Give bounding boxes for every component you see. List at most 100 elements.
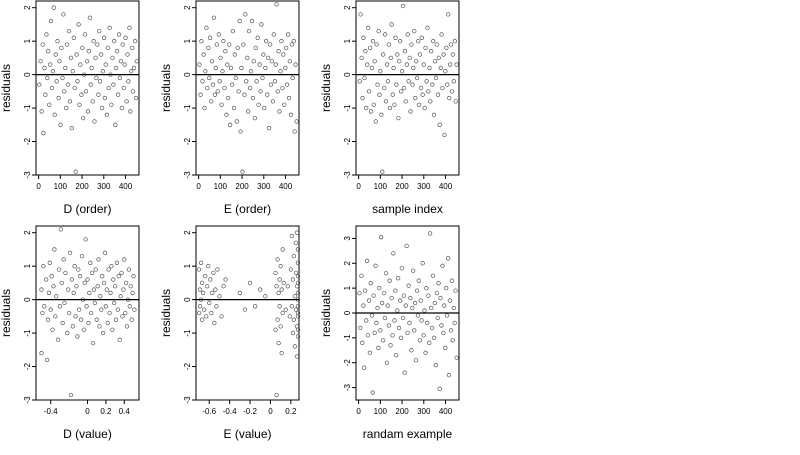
- y-tick-label: 3: [343, 236, 352, 241]
- x-tick-label: 0: [356, 407, 361, 416]
- data-point: [268, 82, 274, 87]
- data-point: [373, 263, 378, 268]
- data-point: [427, 340, 432, 345]
- data-point: [252, 115, 258, 121]
- data-point: [382, 32, 388, 37]
- data-point: [360, 340, 365, 345]
- data-point: [100, 69, 106, 74]
- data-point: [259, 22, 264, 27]
- data-point: [401, 85, 407, 91]
- data-point: [105, 45, 110, 50]
- y-tick-label: -3: [343, 383, 352, 391]
- y-tick-label: 2: [23, 230, 32, 235]
- data-point: [70, 69, 75, 74]
- data-point: [395, 308, 400, 313]
- data-point: [396, 325, 402, 331]
- data-point: [454, 62, 459, 67]
- chart-panel-1: 0 100 200 300 400 -3 -2 -1 0 1 2 D (order) residuals: [0, 0, 140, 216]
- data-point: [278, 264, 283, 269]
- data-point: [215, 89, 220, 94]
- data-point: [63, 65, 68, 71]
- data-point: [128, 284, 133, 289]
- data-point: [78, 62, 83, 67]
- data-point: [75, 334, 80, 339]
- data-point: [393, 35, 398, 40]
- data-point: [448, 42, 454, 47]
- x-tick-label: 0.2: [285, 407, 297, 416]
- data-point: [360, 95, 365, 101]
- data-point: [439, 323, 444, 328]
- data-point: [85, 109, 91, 114]
- data-point: [100, 274, 105, 279]
- data-point: [295, 310, 301, 316]
- data-point: [293, 62, 298, 67]
- data-point: [358, 12, 363, 17]
- data-point: [72, 85, 77, 91]
- data-point: [445, 82, 450, 87]
- data-point: [359, 273, 364, 278]
- data-point: [434, 290, 439, 296]
- data-point: [436, 55, 441, 61]
- data-point: [383, 99, 389, 104]
- data-point: [69, 277, 75, 282]
- data-point: [211, 270, 216, 275]
- y-tick-label: -2: [183, 362, 192, 370]
- data-point: [429, 325, 435, 331]
- data-point: [267, 42, 273, 47]
- data-point: [295, 327, 301, 332]
- data-point: [376, 28, 381, 34]
- data-point: [50, 327, 55, 332]
- data-point: [412, 328, 417, 333]
- data-point: [124, 99, 129, 104]
- data-point: [200, 290, 206, 296]
- x-tick-label: 400: [279, 182, 293, 191]
- data-point: [120, 42, 125, 47]
- data-point: [60, 75, 65, 81]
- data-point: [285, 284, 290, 289]
- y-tick-label: 2: [343, 261, 352, 266]
- x-tick-label: 100: [374, 407, 388, 416]
- y-tick-label: 1: [183, 263, 192, 268]
- data-point: [72, 264, 77, 269]
- data-point: [281, 280, 286, 286]
- data-point: [61, 257, 66, 262]
- data-point: [293, 307, 299, 312]
- data-point: [364, 318, 369, 323]
- data-point: [206, 264, 211, 269]
- data-point: [121, 287, 126, 292]
- y-tick-label: 2: [183, 230, 192, 235]
- data-point: [260, 75, 265, 81]
- data-point: [125, 52, 130, 57]
- data-point: [67, 99, 73, 104]
- x-axis-title: D (order): [63, 202, 111, 216]
- data-point: [246, 28, 252, 34]
- data-point: [415, 39, 421, 44]
- data-point: [88, 82, 93, 87]
- data-point: [376, 345, 381, 350]
- data-point: [57, 59, 62, 64]
- data-point: [208, 277, 213, 282]
- data-point: [436, 281, 441, 286]
- data-point: [445, 256, 451, 261]
- data-point: [249, 18, 255, 24]
- data-point: [418, 85, 424, 91]
- data-point: [107, 25, 112, 30]
- data-point: [68, 55, 74, 61]
- data-point: [388, 343, 393, 348]
- data-point: [421, 333, 426, 338]
- data-point: [437, 122, 442, 127]
- data-point: [417, 52, 423, 57]
- y-tick-label: 0: [23, 297, 32, 302]
- data-point: [104, 112, 109, 117]
- data-point: [199, 280, 205, 286]
- data-point: [74, 52, 79, 57]
- data-point: [89, 65, 94, 71]
- data-point: [52, 247, 57, 252]
- data-point: [121, 85, 126, 91]
- data-point: [420, 261, 425, 266]
- data-point: [205, 85, 210, 91]
- data-point: [118, 59, 124, 64]
- data-point: [386, 42, 391, 47]
- y-axis-title: residuals: [159, 289, 173, 337]
- data-point: [402, 370, 407, 375]
